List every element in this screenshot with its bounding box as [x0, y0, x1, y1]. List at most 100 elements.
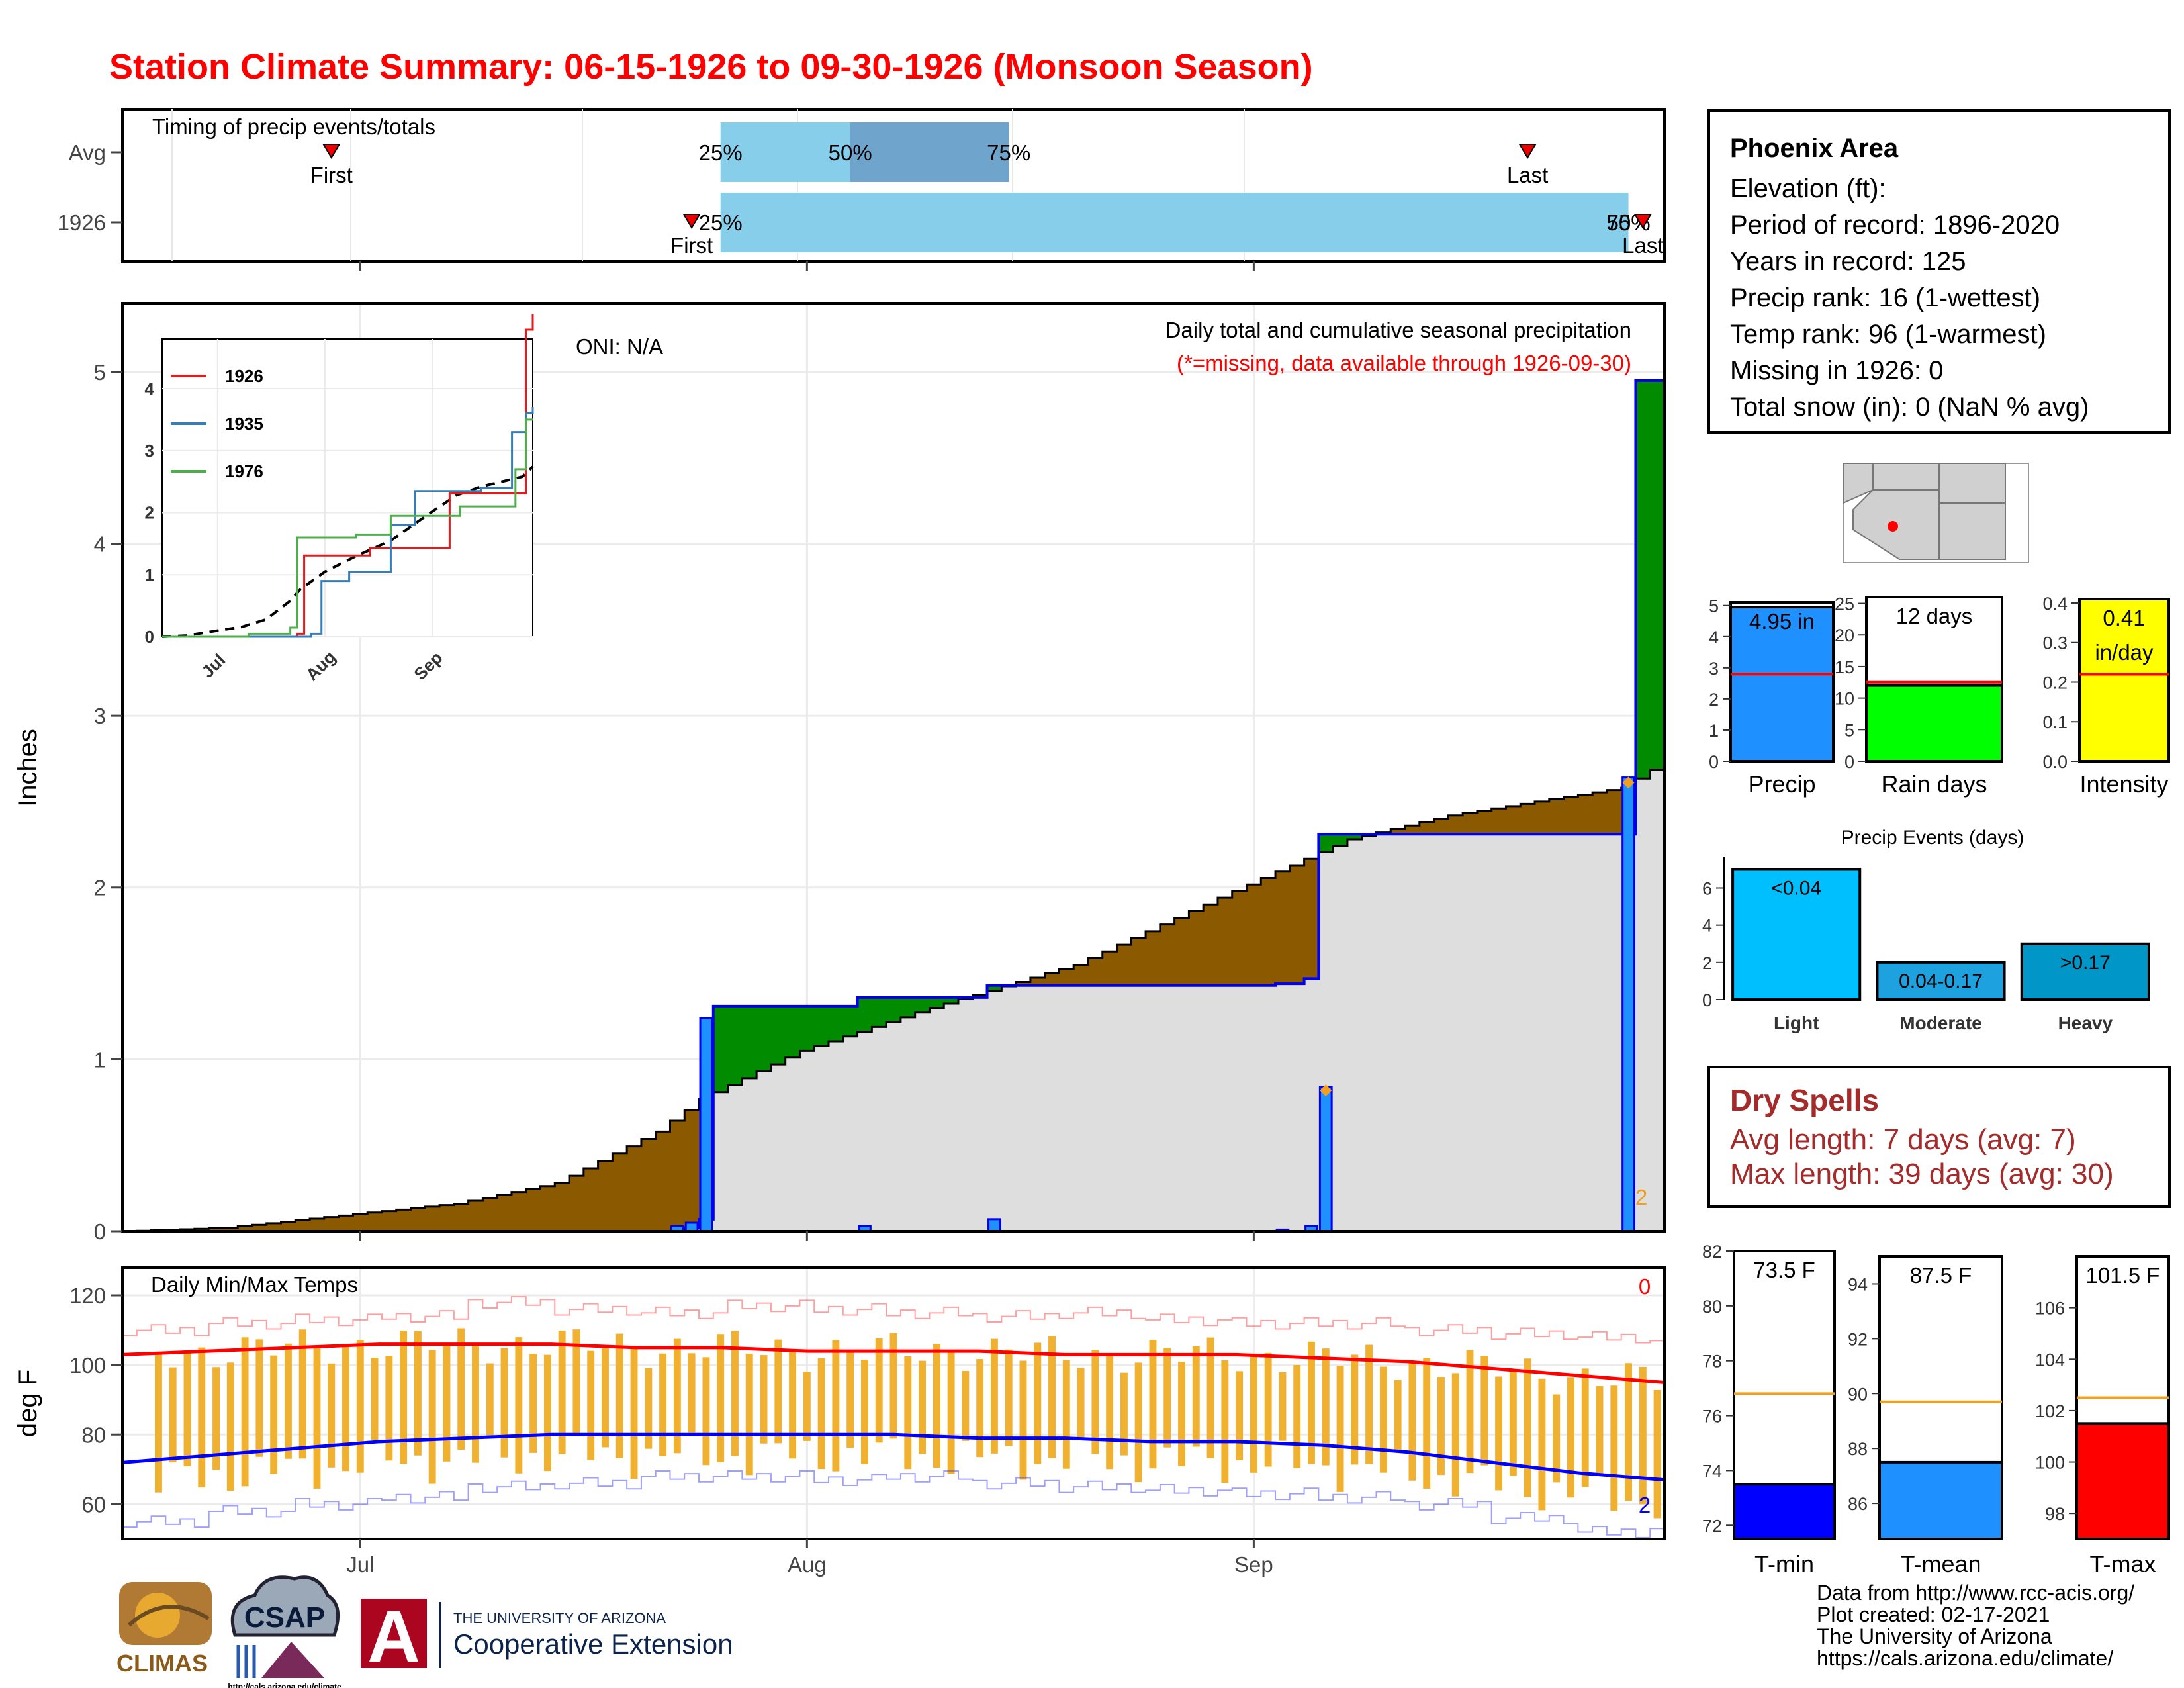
precip-event-bar-label: <0.04 — [1771, 877, 1821, 899]
daily-temp-bar — [241, 1337, 249, 1487]
precip-event-bar — [2020, 942, 2150, 1001]
below-average-area — [1448, 815, 1463, 835]
summary-y-tick: 90 — [1848, 1384, 1868, 1404]
map-state — [1938, 502, 2006, 560]
station-location-marker — [1888, 521, 1898, 532]
summary-bar-title: T-mean — [1900, 1550, 1981, 1577]
above-average-area — [785, 1006, 801, 1058]
climas-logo-swoosh — [127, 1605, 210, 1627]
daily-temp-bar — [1293, 1365, 1301, 1468]
daily-temp-bar — [947, 1351, 955, 1474]
daily-temp-bar — [875, 1338, 883, 1443]
summary-y-tick: 86 — [1848, 1494, 1868, 1514]
below-average-area — [1189, 911, 1204, 986]
above-average-area — [987, 985, 1002, 991]
precip-panel-subtitle: (*=missing, data available through 1926-… — [1177, 351, 1631, 375]
daily-temp-bar — [154, 1354, 162, 1493]
summary-y-tick: 0.2 — [2042, 673, 2068, 692]
credit-line: The University of Arizona — [1817, 1624, 2052, 1648]
precip-event-bar-label: 0.04-0.17 — [1899, 970, 1983, 992]
daily-temp-bar — [904, 1356, 912, 1470]
daily-temp-bar — [1610, 1385, 1618, 1511]
above-average-area — [915, 997, 931, 1013]
daily-temp-bar — [1596, 1386, 1604, 1477]
daily-temp-bar — [1308, 1341, 1315, 1464]
summary-y-tick: 0.0 — [2042, 752, 2068, 772]
summary-y-tick: 5 — [1709, 596, 1719, 616]
daily-temp-bar — [1192, 1346, 1200, 1447]
inset-y-tick: 4 — [145, 379, 155, 399]
last-marker — [1518, 144, 1537, 159]
daily-temp-bar — [717, 1334, 725, 1462]
above-average-area — [900, 997, 916, 1017]
last-label: Last — [1507, 163, 1548, 187]
above-average-area — [742, 1006, 757, 1078]
daily-temp-bar — [731, 1331, 739, 1456]
daily-temp-bar — [515, 1337, 523, 1474]
below-average-area — [1131, 937, 1146, 986]
daily-temp-bar — [284, 1343, 292, 1459]
summary-y-tick: 3 — [1709, 659, 1719, 679]
summary-y-tick: 88 — [1848, 1439, 1868, 1459]
climas-logo-text: CLIMAS — [116, 1650, 208, 1677]
below-average-area — [1549, 799, 1565, 835]
daily-temp-bar — [846, 1352, 854, 1448]
daily-temp-bar — [1524, 1358, 1531, 1497]
daily-temp-bar — [198, 1347, 206, 1488]
daily-temp-bar — [255, 1339, 263, 1457]
below-average-area — [1390, 829, 1406, 835]
quartile-bar — [850, 122, 1009, 182]
legend-label: 1926 — [225, 366, 263, 386]
inset-y-tick: 1 — [145, 565, 154, 585]
below-average-area — [1520, 804, 1535, 835]
credit-line: Data from http://www.rcc-acis.org/ — [1817, 1581, 2135, 1605]
y-tick-label: 80 — [81, 1423, 106, 1447]
summary-bar-title: Rain days — [1881, 771, 1987, 798]
daily-temp-bar — [1206, 1337, 1214, 1458]
daily-temp-bar — [1394, 1380, 1402, 1451]
station-temp-rank: Temp rank: 96 (1-warmest) — [1730, 320, 2046, 349]
below-average-area — [468, 1201, 483, 1231]
daily-precip-bar — [987, 1218, 1001, 1233]
below-average-area — [266, 1223, 282, 1231]
below-average-area — [1160, 924, 1175, 986]
below-average-area — [1491, 808, 1507, 835]
summary-bar-title: T-max — [2089, 1550, 2156, 1577]
summary-bar-label: 101.5 F — [2086, 1263, 2160, 1288]
daily-temp-bar — [443, 1342, 451, 1462]
precip-event-bar — [1876, 961, 2006, 1001]
record-high-count: 0 — [1639, 1274, 1651, 1299]
daily-temp-bar — [1336, 1366, 1344, 1492]
daily-temp-bar — [1048, 1336, 1056, 1458]
station-elevation: Elevation (ft): — [1730, 174, 1886, 203]
daily-temp-bar — [659, 1353, 667, 1456]
summary-y-tick: 94 — [1848, 1274, 1868, 1294]
below-average-area — [1116, 945, 1132, 986]
summary-y-tick: 98 — [2045, 1504, 2065, 1524]
daily-temp-bar — [933, 1344, 940, 1468]
summary-bar — [2078, 598, 2170, 763]
summary-y-tick: 0.4 — [2042, 594, 2068, 614]
inset-y-tick: 0 — [145, 627, 154, 647]
below-average-area — [1304, 859, 1319, 979]
below-average-area — [353, 1214, 368, 1231]
below-average-area — [367, 1212, 383, 1231]
summary-bar-label: 4.95 in — [1749, 609, 1815, 633]
daily-precip-bar — [1318, 1086, 1333, 1233]
temp-panel-frame — [121, 1266, 1666, 1540]
summary-y-tick: 10 — [1835, 689, 1854, 709]
below-average-area — [1087, 958, 1103, 986]
below-average-area — [1289, 865, 1305, 984]
below-average-area — [410, 1208, 426, 1231]
above-average-area — [770, 1006, 786, 1065]
summary-bar-title: T-min — [1754, 1550, 1814, 1577]
below-average-area — [1261, 878, 1276, 986]
summary-bar-label: 73.5 F — [1753, 1258, 1815, 1282]
summary-y-tick: 100 — [2035, 1453, 2065, 1473]
csap-logo-url: http://cals.arizona.edu/climate — [228, 1682, 341, 1688]
summary-bar — [1729, 606, 1835, 763]
below-average-area — [425, 1206, 440, 1231]
below-average-area — [569, 1176, 584, 1231]
summary-y-tick: 4 — [1709, 628, 1719, 647]
